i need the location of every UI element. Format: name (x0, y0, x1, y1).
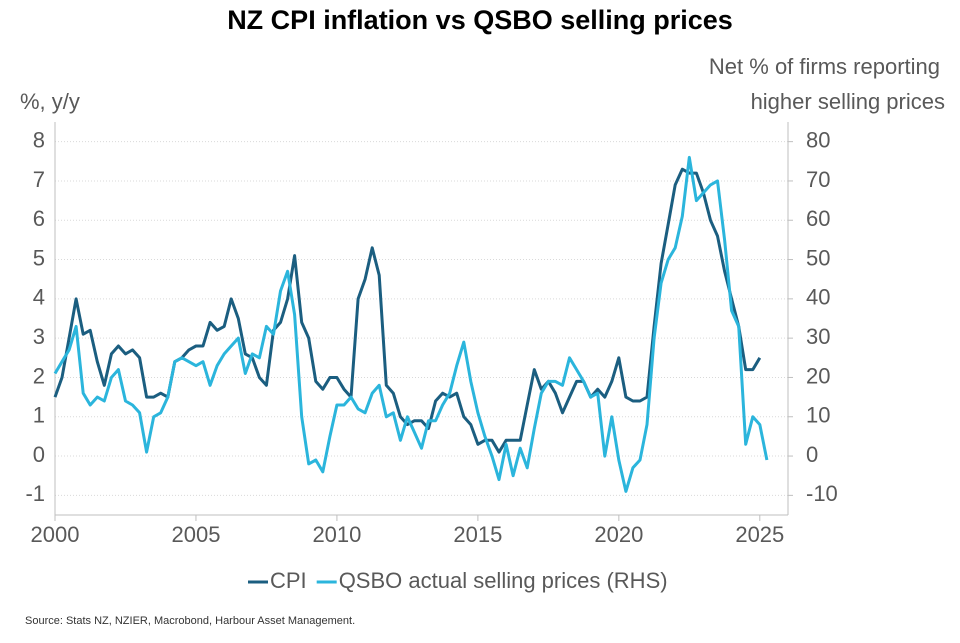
series-line (53, 155, 769, 493)
y-tick-label: 4 (33, 285, 45, 310)
y-tick-label: 1 (33, 403, 45, 428)
x-tick-label: 2000 (31, 522, 80, 547)
source-note: Source: Stats NZ, NZIER, Macrobond, Harb… (25, 615, 355, 627)
x-tick-label: 2015 (453, 522, 502, 547)
y-tick-label: 6 (33, 206, 45, 231)
y-tick-label: 0 (33, 442, 45, 467)
legend-label: QSBO actual selling prices (RHS) (339, 568, 668, 593)
y2-tick-label: 40 (806, 285, 830, 310)
y2-tick-label: 70 (806, 167, 830, 192)
y-axis-label: %, y/y (20, 89, 80, 114)
y-tick-label: 5 (33, 245, 45, 270)
y2-tick-label: 0 (806, 442, 818, 467)
y2-axis-label: Net % of firms reporting (709, 54, 940, 79)
legend-label: CPI (270, 568, 307, 593)
x-tick-label: 2010 (312, 522, 361, 547)
y-tick-label: 7 (33, 167, 45, 192)
y-tick-label: -1 (25, 481, 45, 506)
x-tick-label: 2005 (171, 522, 220, 547)
y-tick-label: 2 (33, 363, 45, 388)
y2-tick-label: -10 (806, 481, 838, 506)
y2-tick-label: 20 (806, 363, 830, 388)
y-tick-label: 3 (33, 324, 45, 349)
chart-title: NZ CPI inflation vs QSBO selling prices (227, 5, 733, 35)
x-tick-label: 2025 (735, 522, 784, 547)
y2-tick-label: 80 (806, 127, 830, 152)
y2-tick-label: 60 (806, 206, 830, 231)
y-tick-label: 8 (33, 127, 45, 152)
y2-tick-label: 10 (806, 403, 830, 428)
y2-axis-label: higher selling prices (751, 89, 945, 114)
y2-tick-label: 50 (806, 245, 830, 270)
x-tick-label: 2020 (594, 522, 643, 547)
y2-tick-label: 30 (806, 324, 830, 349)
